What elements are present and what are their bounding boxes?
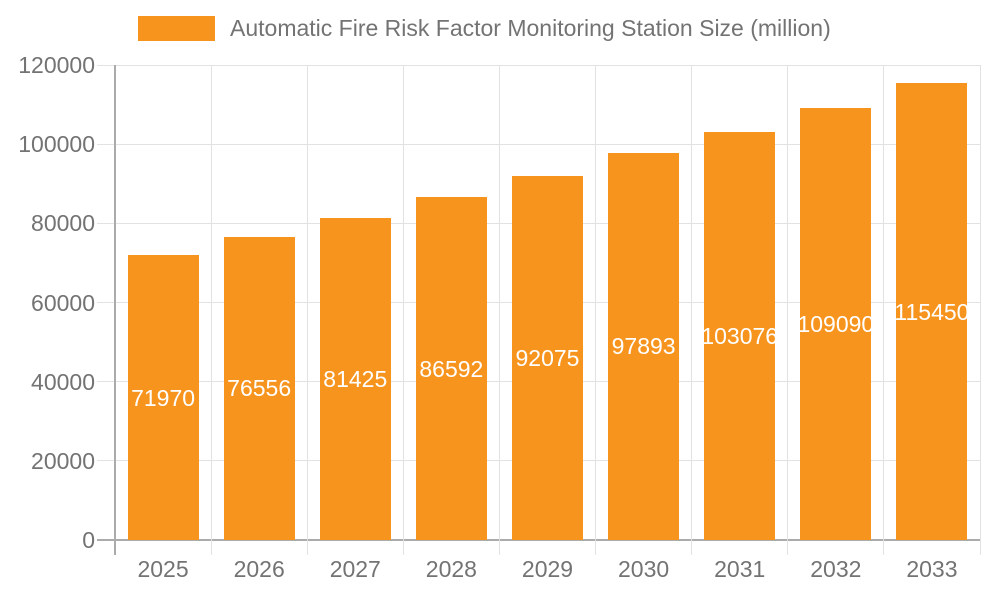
x-tick-label: 2027: [329, 556, 381, 582]
bar: [704, 131, 776, 540]
grid-line-vertical: [787, 65, 789, 540]
bar-value-label: 81425: [323, 365, 388, 392]
bar: [223, 236, 295, 540]
grid-line-horizontal: [97, 143, 980, 145]
bar-value-label: 86592: [419, 355, 484, 382]
grid-line-vertical: [883, 65, 885, 540]
grid-line-vertical: [306, 65, 308, 540]
legend-swatch-icon: [138, 15, 215, 41]
bar-value-label: 97893: [611, 333, 676, 360]
x-axis-tick: [498, 540, 500, 555]
grid-line-vertical: [402, 65, 404, 540]
bar: [512, 175, 583, 540]
x-axis-tick: [787, 540, 789, 555]
y-axis-labels: 0 20000 40000 60000 80000 100000 120000: [0, 52, 95, 553]
x-axis-tick: [210, 540, 212, 555]
grid-line-horizontal: [97, 64, 980, 66]
plot-area: 71970 76556 81425 86592 92075 97893 103076 1090…: [97, 64, 981, 555]
y-tick-label: 60000: [31, 289, 95, 316]
bar: [608, 152, 680, 540]
grid-line-vertical: [498, 65, 500, 540]
x-axis-tick: [595, 540, 597, 555]
grid-line-vertical: [210, 65, 212, 540]
bar: [896, 83, 968, 540]
bar: [415, 197, 487, 540]
grid-line-vertical: [691, 65, 693, 540]
bar: [800, 108, 872, 540]
x-tick-label: 2025: [137, 556, 189, 582]
y-tick-label: 100000: [18, 131, 95, 158]
bar-value-label: 103076: [701, 322, 779, 349]
x-tick-label: 2031: [714, 556, 766, 582]
x-tick-label: 2026: [233, 556, 285, 582]
bar-value-label: 115450: [894, 298, 970, 325]
bar-value-label: 109090: [797, 311, 875, 338]
bar: [127, 255, 199, 540]
bar: [319, 217, 391, 540]
x-tick-label: 2028: [425, 556, 477, 582]
bar-value-label: 76556: [227, 375, 292, 402]
x-axis-line: [97, 539, 980, 541]
x-tick-label: 2032: [810, 556, 862, 582]
x-axis-labels: 2025 2026 2027 2028 2029 2030 2031 2032 2033: [115, 554, 980, 588]
bar-value-label: 71970: [131, 384, 196, 411]
y-tick-label: 40000: [31, 368, 95, 395]
x-tick-label: 2033: [906, 556, 958, 582]
grid-line-vertical: [595, 65, 597, 540]
x-axis-tick: [979, 540, 981, 555]
x-axis-tick: [402, 540, 404, 555]
y-tick-label: 20000: [31, 447, 95, 474]
legend[interactable]: Automatic Fire Risk Factor Monitoring St…: [138, 15, 831, 41]
x-axis-tick: [883, 540, 885, 555]
x-tick-label: 2029: [521, 556, 574, 582]
y-tick-label: 0: [82, 527, 95, 553]
y-axis-line: [114, 65, 116, 555]
y-tick-label: 120000: [18, 52, 95, 78]
grid-line-vertical: [979, 65, 981, 540]
y-tick-label: 80000: [31, 210, 95, 237]
x-axis-tick: [691, 540, 693, 555]
legend-label: Automatic Fire Risk Factor Monitoring St…: [230, 15, 831, 41]
bar-value-label: 92075: [515, 344, 580, 371]
x-axis-tick: [306, 540, 308, 555]
x-tick-label: 2030: [618, 556, 670, 582]
